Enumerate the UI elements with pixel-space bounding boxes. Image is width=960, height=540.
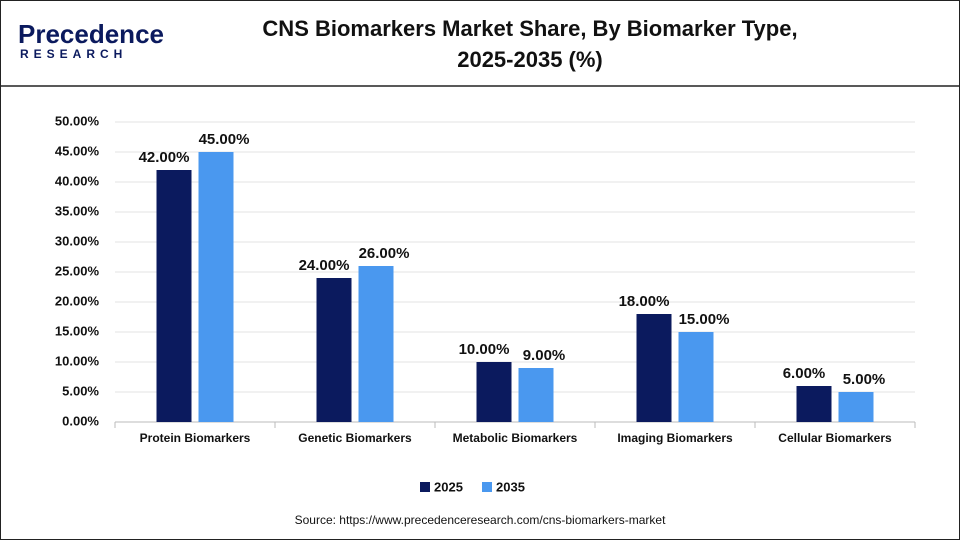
bar: [476, 362, 512, 422]
bar: [316, 278, 352, 422]
value-label: 15.00%: [679, 311, 730, 328]
bar: [156, 170, 192, 422]
value-label: 24.00%: [299, 257, 350, 274]
legend-swatch: [420, 482, 430, 492]
bar: [636, 314, 672, 422]
legend-label: 2025: [434, 479, 463, 494]
y-tick-label: 45.00%: [55, 143, 100, 158]
chart-title: 2025-2035 (%): [457, 47, 603, 72]
value-label: 9.00%: [523, 347, 566, 364]
bar: [198, 152, 234, 422]
legend-label: 2035: [496, 479, 525, 494]
y-tick-label: 0.00%: [62, 413, 99, 428]
value-label: 6.00%: [783, 365, 826, 382]
bar: [358, 266, 394, 422]
y-tick-label: 40.00%: [55, 173, 100, 188]
value-label: 45.00%: [199, 131, 250, 148]
x-tick-label: Metabolic Biomarkers: [453, 431, 578, 445]
bar: [518, 368, 554, 422]
y-tick-label: 15.00%: [55, 323, 100, 338]
x-tick-label: Protein Biomarkers: [140, 431, 251, 445]
y-tick-label: 10.00%: [55, 353, 100, 368]
bar: [796, 386, 832, 422]
value-label: 18.00%: [619, 293, 670, 310]
bar: [838, 392, 874, 422]
y-tick-label: 20.00%: [55, 293, 100, 308]
value-label: 10.00%: [459, 341, 510, 358]
chart-title: CNS Biomarkers Market Share, By Biomarke…: [262, 16, 797, 41]
y-tick-label: 25.00%: [55, 263, 100, 278]
y-tick-label: 5.00%: [62, 383, 99, 398]
bar: [678, 332, 714, 422]
value-label: 42.00%: [139, 149, 190, 166]
value-label: 5.00%: [843, 371, 886, 388]
legend-swatch: [482, 482, 492, 492]
y-tick-label: 50.00%: [55, 113, 100, 128]
source-note: Source: https://www.precedenceresearch.c…: [295, 513, 666, 527]
y-tick-label: 35.00%: [55, 203, 100, 218]
value-label: 26.00%: [359, 245, 410, 262]
logo-tagline: RESEARCH: [20, 47, 127, 61]
x-tick-label: Imaging Biomarkers: [617, 431, 733, 445]
logo-brand: Precedence: [18, 19, 164, 49]
y-tick-label: 30.00%: [55, 233, 100, 248]
x-tick-label: Cellular Biomarkers: [778, 431, 892, 445]
x-tick-label: Genetic Biomarkers: [298, 431, 412, 445]
